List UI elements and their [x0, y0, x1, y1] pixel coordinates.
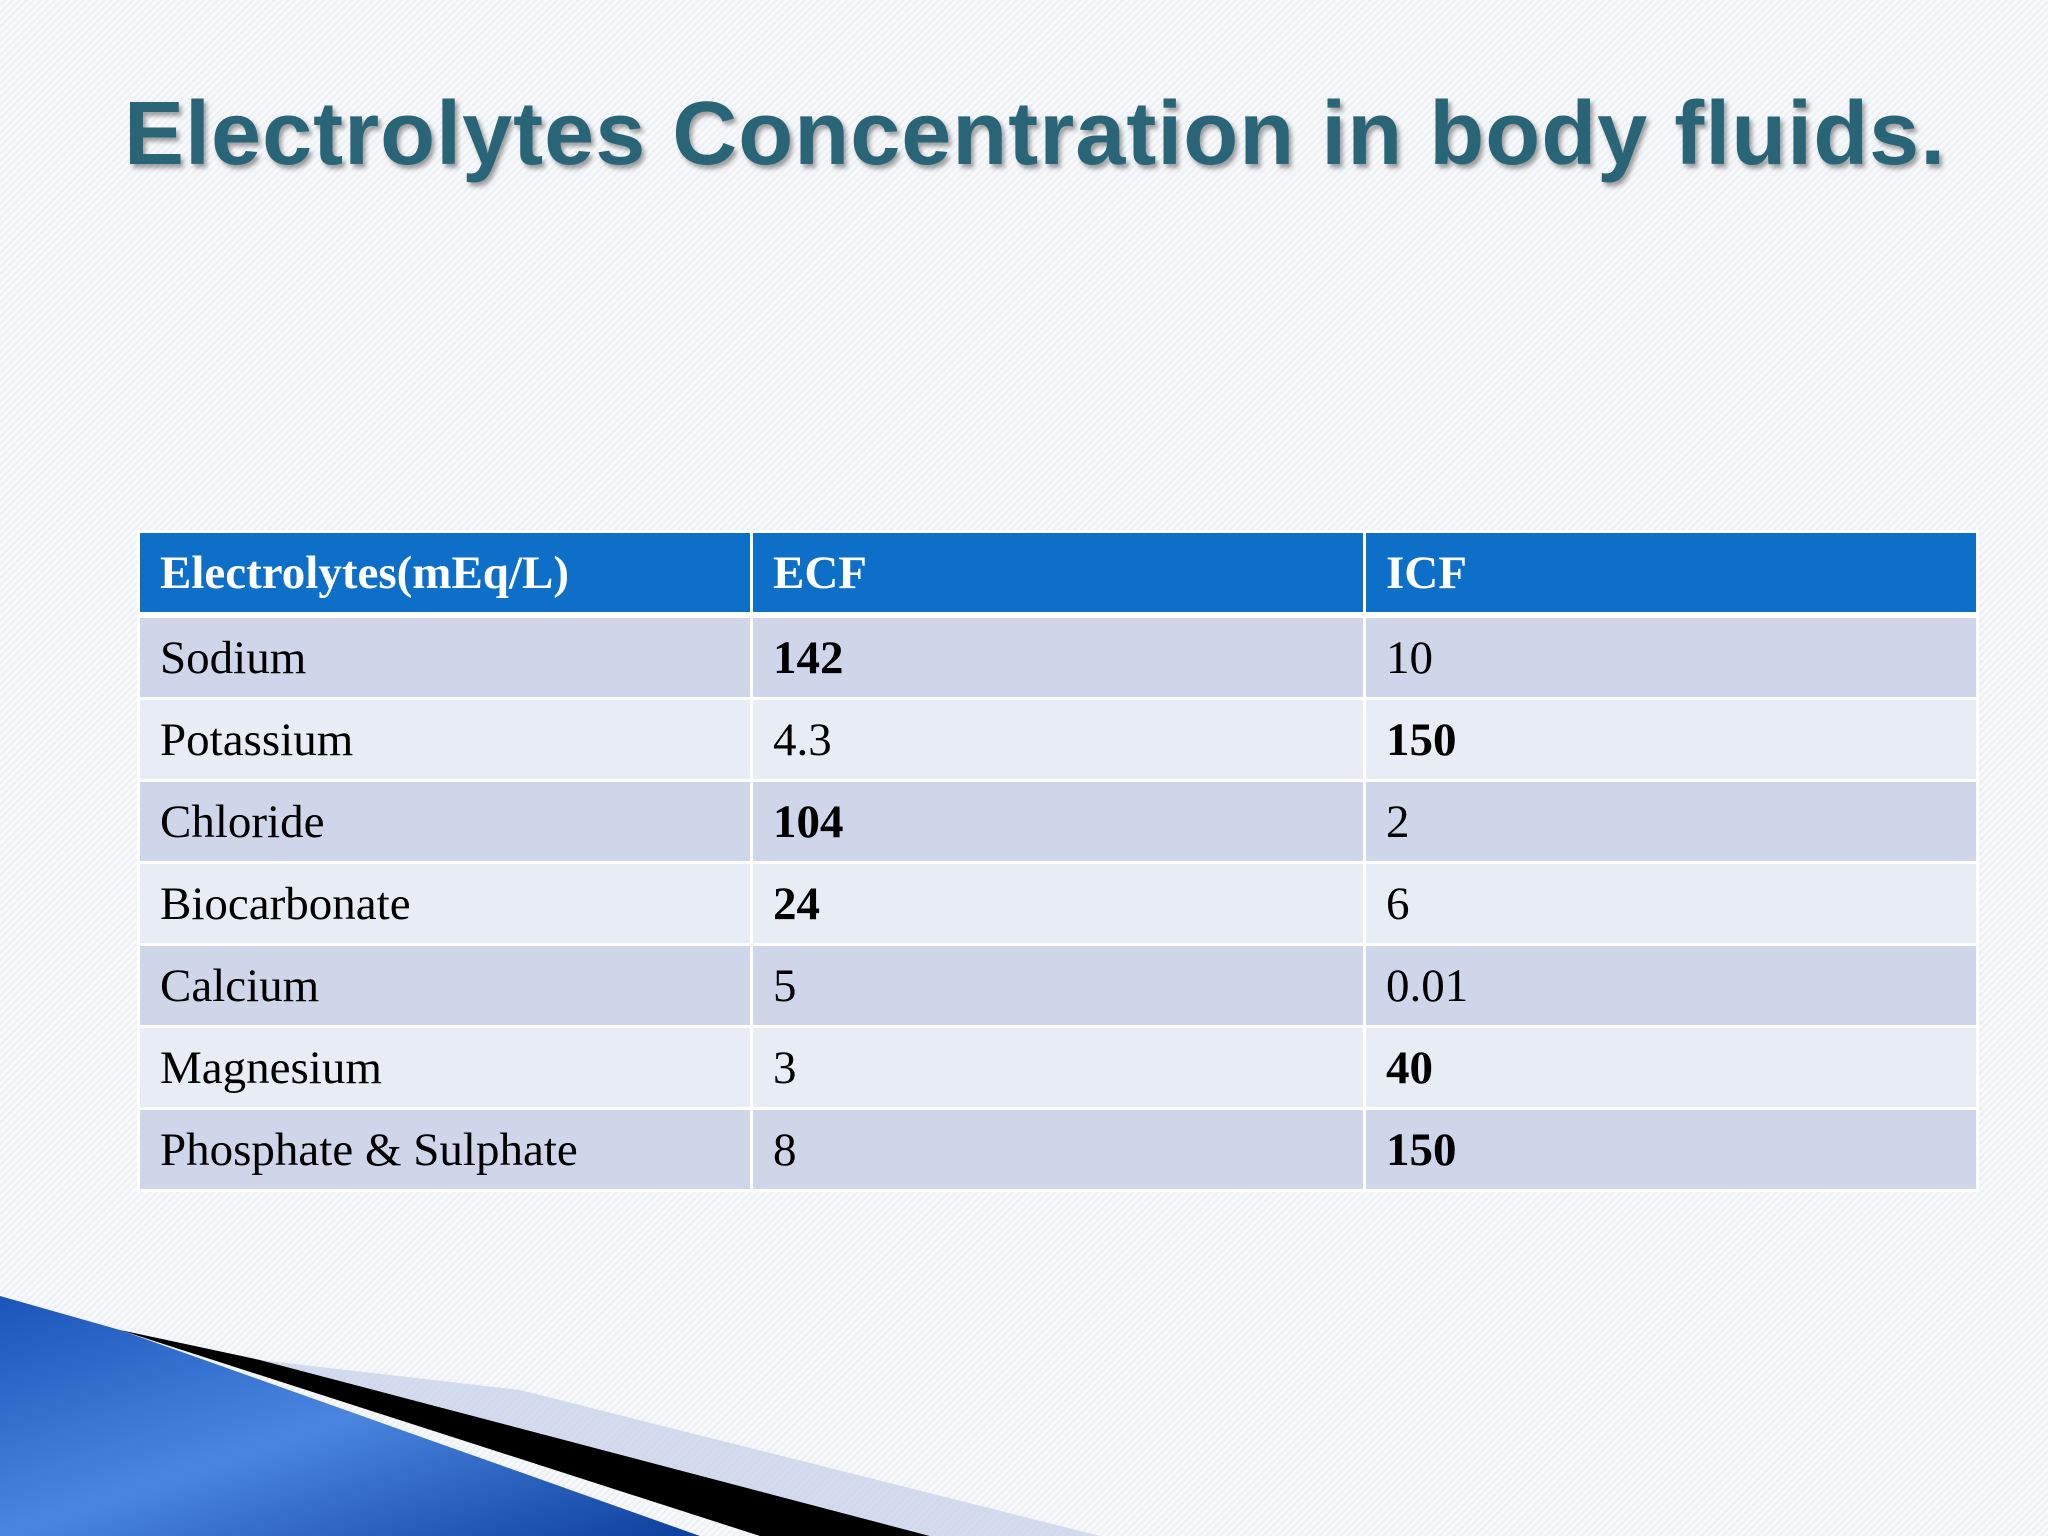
cell: Sodium: [137, 613, 753, 700]
title: Electrolytes Concentration in body fluid…: [124, 84, 1947, 184]
cell: 104: [750, 779, 1366, 864]
row: Biocarbonate 24 6: [137, 861, 1979, 946]
cell: 2: [1363, 779, 1979, 864]
cell: 5: [750, 943, 1366, 1028]
cell: 142: [750, 613, 1366, 700]
cell: 0.01: [1363, 943, 1979, 1028]
header-cell: Electrolytes(mEq/L): [137, 530, 753, 618]
row: Potassium 4.3 150: [137, 697, 1979, 782]
cell: Phosphate & Sulphate: [137, 1107, 753, 1192]
cell: 3: [750, 1025, 1366, 1110]
cell: 40: [1363, 1025, 1979, 1110]
header-cell: ICF: [1363, 530, 1979, 618]
cell: 24: [750, 861, 1366, 946]
black-swoosh: [120, 1330, 930, 1536]
header-cell: ECF: [750, 530, 1366, 618]
table: Electrolytes(mEq/L) ECF ICF Sodium 142 1…: [137, 530, 1979, 1192]
cell: 10: [1363, 613, 1979, 700]
row: Calcium 5 0.01: [137, 943, 1979, 1028]
cell: 4.3: [750, 697, 1366, 782]
cell: Chloride: [137, 779, 753, 864]
cell: 6: [1363, 861, 1979, 946]
row: Magnesium 3 40: [137, 1025, 1979, 1110]
row: Chloride 104 2: [137, 779, 1979, 864]
blue-swoosh: [0, 1296, 700, 1536]
cell: 8: [750, 1107, 1366, 1192]
cell: Potassium: [137, 697, 753, 782]
cell: 150: [1363, 1107, 1979, 1192]
cell: Calcium: [137, 943, 753, 1028]
row: Phosphate & Sulphate 8 150: [137, 1107, 1979, 1192]
cell: Biocarbonate: [137, 861, 753, 946]
header-row: Electrolytes(mEq/L) ECF ICF: [137, 530, 1979, 618]
row: Sodium 142 10: [137, 613, 1979, 700]
cell: 150: [1363, 697, 1979, 782]
cell: Magnesium: [137, 1025, 753, 1110]
light-swoosh: [260, 1360, 1100, 1536]
